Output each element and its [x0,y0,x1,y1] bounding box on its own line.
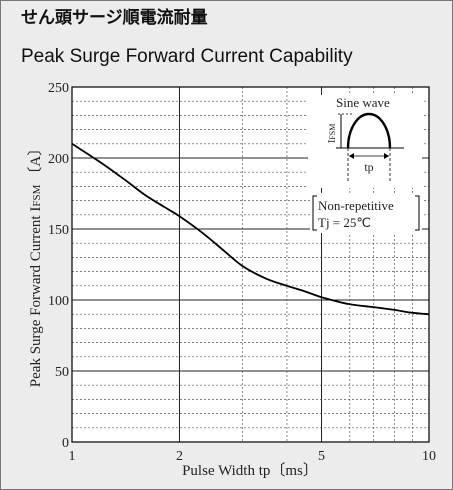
y-axis-label-subscript: FSM [31,184,43,206]
y-tick-label: 50 [55,365,69,380]
y-tick-label: 100 [48,294,69,309]
x-tick-label: 2 [176,449,183,464]
conditions-bracket-left [312,195,317,231]
condition-junction-temperature: Tj = 25℃ [318,215,371,230]
y-axis-label-unit: 〔A〕 [27,141,44,182]
sine-wave-inset: Sine wave IFSM tp [308,95,422,188]
x-axis-label: Pulse Width tp〔ms〕 [182,462,318,479]
chart-title-english: Peak Surge Forward Current Capability [21,46,353,67]
amplitude-label: IFSM [327,124,338,143]
amplitude-label-main: I [327,140,338,143]
y-tick-label: 200 [48,152,69,167]
y-tick-label: 150 [48,223,69,238]
x-tick-label: 5 [318,449,325,464]
y-tick-label: 0 [62,436,69,451]
sine-wave-label: Sine wave [336,95,390,110]
surge-current-curve [71,143,430,316]
conditions-bracket-right [415,195,420,231]
sine-pulse [346,112,392,149]
y-tick-label: 250 [48,81,69,96]
amplitude-label-subscript: FSM [328,124,337,140]
plot-border [71,86,430,443]
x-tick-label: 1 [69,449,76,464]
chart-title-japanese: せん頭サージ順電流耐量 [21,8,208,28]
y-axis-label: Peak Surge Forward Current IFSM 〔A〕 [27,141,44,387]
y-axis-label-main: Peak Surge Forward Current I [28,207,44,388]
tp-arrowheads [349,153,389,159]
x-tick-labels: 1 2 5 10 [69,449,437,464]
inset-background [308,95,422,188]
x-tick-label: 10 [422,449,436,464]
tp-label: tp [364,160,373,174]
conditions-note: Non-repetitive Tj = 25℃ [310,193,422,233]
y-tick-labels: 0 50 100 150 200 250 [48,81,69,451]
condition-non-repetitive: Non-repetitive [318,198,394,213]
conditions-background [310,193,422,233]
